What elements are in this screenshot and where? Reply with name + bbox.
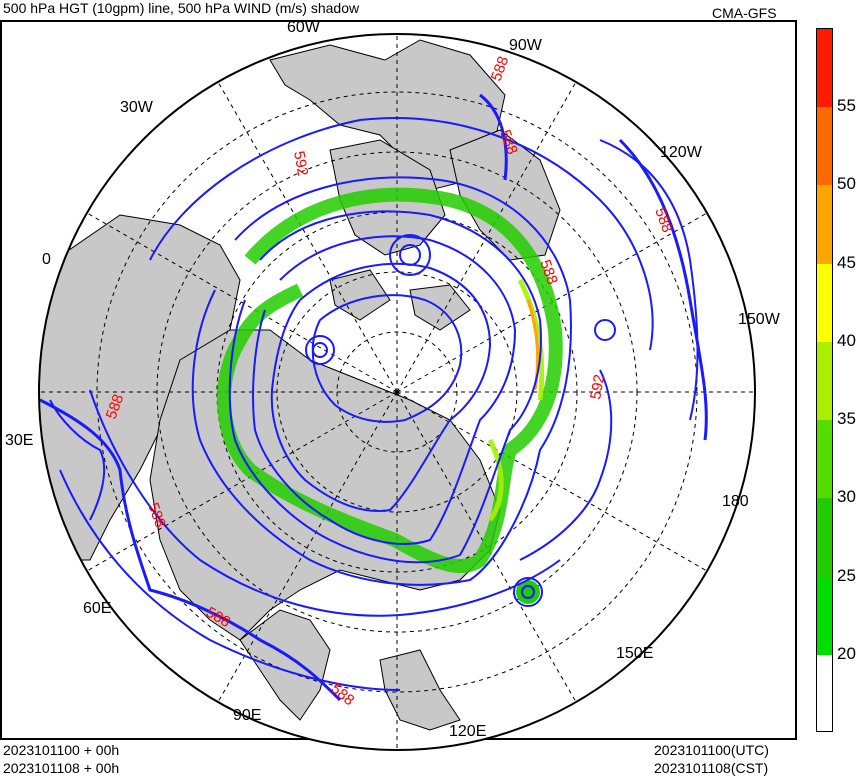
lon-label-0: 0 [42,251,51,268]
map-boundary [38,33,756,751]
colorbar-segment [817,107,832,187]
colorbar-tick-label: 40 [837,330,856,350]
colorbar-segment [817,341,832,422]
wind-speed-colorbar [816,28,833,732]
jet-stream-band [217,187,563,574]
meridians [39,34,755,750]
land-southeast-asia [379,649,461,731]
lon-label-180: 180 [722,493,749,510]
lon-label-90e: 90E [233,707,262,724]
lon-label-120w: 120W [660,144,702,161]
colorbar-tick-label: 25 [837,565,856,585]
colorbar-tick-label: 35 [837,409,856,429]
outer-588-contour [39,93,708,702]
colorbar-segment [817,263,832,343]
footer-cst-label: 2023101108(CST) [654,760,769,776]
typhoon-wind [516,580,540,604]
lon-label-90w: 90W [509,37,542,54]
colorbar-tick-label: 55 [837,96,856,116]
contour-label: 592 [290,150,311,178]
lon-label-60w: 60W [287,19,320,36]
contour-label: 592 [587,373,608,401]
colorbar-segment [817,498,832,578]
land-arctic-islands [329,269,471,331]
lon-label-120e: 120E [449,723,487,740]
colorbar-segment [817,29,832,109]
height-contours [49,117,699,691]
lon-label-30w: 30W [120,99,153,116]
lon-label-150w: 150W [738,311,780,328]
colorbar-segment [817,654,832,731]
colorbar-segment [817,576,832,656]
chart-title: 500 hPa HGT (10gpm) line, 500 hPa WIND (… [3,0,360,16]
lon-label-30e: 30E [5,432,34,449]
colorbar-tick-label: 20 [837,643,856,663]
jet-core [487,278,545,522]
colorbar-segment [817,420,832,500]
lon-label-150e: 150E [616,645,654,662]
colorbar-tick-label: 50 [837,174,856,194]
colorbar-tick-label: 30 [837,487,856,507]
footer-local-time: 2023101108 + 00h [3,760,120,776]
footer-init-time: 2023101100 + 00h [3,742,120,758]
lon-label-60e: 60E [83,600,112,617]
model-name: CMA-GFS [712,5,777,21]
colorbar-segment [817,185,832,265]
land-india [239,609,331,721]
footer-utc-label: 2023101100(UTC) [654,742,769,758]
colorbar-tick-label: 45 [837,252,856,272]
